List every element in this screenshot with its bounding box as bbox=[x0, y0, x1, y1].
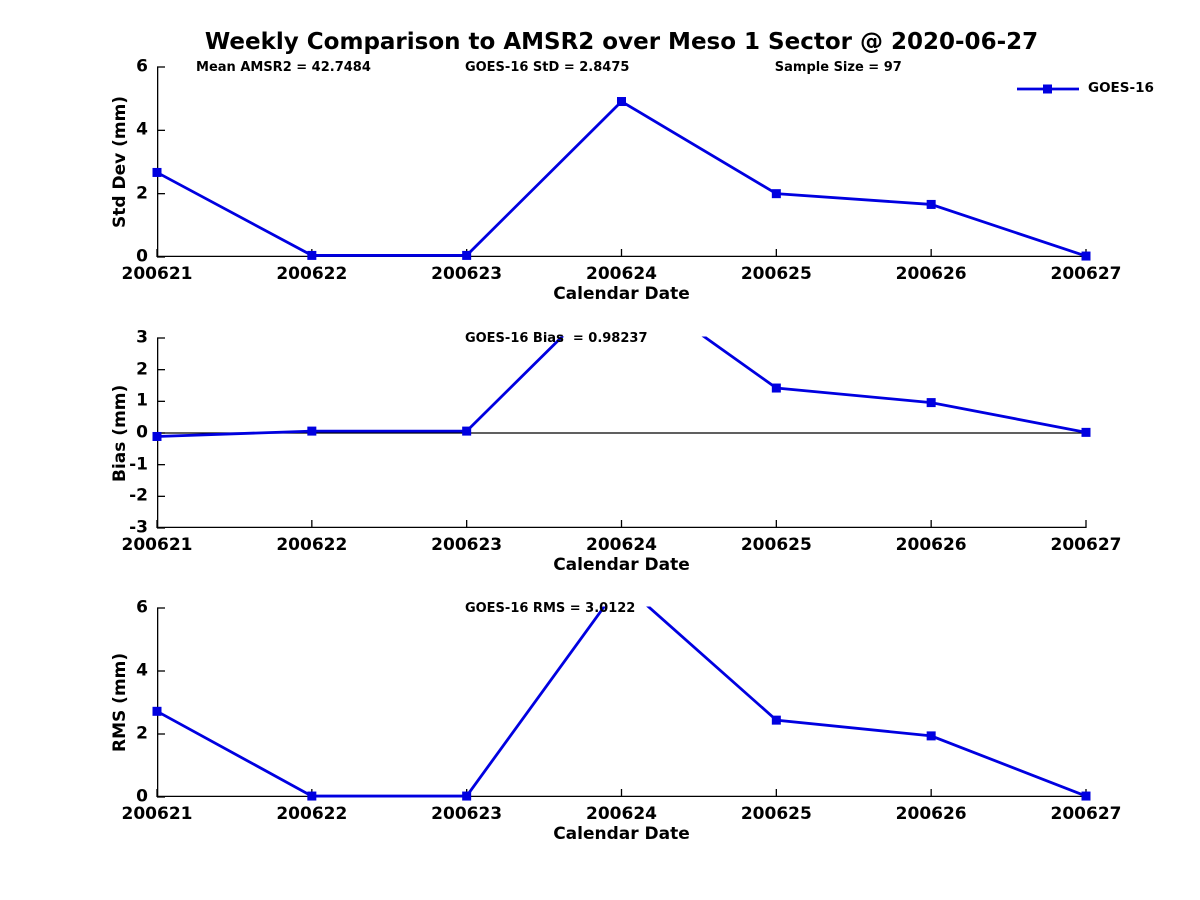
data-point-marker bbox=[152, 706, 162, 716]
x-tick-label: 200627 bbox=[1050, 535, 1122, 555]
x-tick-label: 200627 bbox=[1050, 264, 1122, 284]
x-tick-label: 200622 bbox=[276, 804, 348, 824]
data-point-marker bbox=[926, 398, 936, 408]
data-point-marker bbox=[462, 250, 472, 260]
y-tick-label: -1 bbox=[129, 454, 148, 475]
annotation-std-dev: Mean AMSR2 = 42.7484 bbox=[196, 60, 371, 75]
y-tick-label: 3 bbox=[136, 327, 148, 348]
x-tick-label: 200624 bbox=[586, 535, 657, 555]
x-tick-label: 200626 bbox=[895, 804, 967, 824]
data-point-marker bbox=[152, 431, 162, 441]
legend-label: GOES-16 bbox=[1088, 80, 1154, 96]
plot-area-std-dev bbox=[152, 66, 1091, 261]
figure-title: Weekly Comparison to AMSR2 over Meso 1 S… bbox=[204, 29, 1039, 55]
data-point-marker bbox=[617, 97, 626, 107]
data-point-marker bbox=[926, 731, 936, 741]
y-tick-label: 6 bbox=[136, 597, 148, 618]
x-tick-label: 200621 bbox=[121, 264, 193, 284]
y-tick-label: 0 bbox=[136, 422, 148, 443]
data-point-marker bbox=[1081, 427, 1091, 437]
x-tick-label: 200627 bbox=[1050, 804, 1122, 824]
data-point-marker bbox=[771, 383, 781, 393]
x-tick-label: 200622 bbox=[276, 535, 348, 555]
y-tick-label: 4 bbox=[136, 660, 148, 681]
data-point-marker bbox=[926, 199, 936, 209]
y-tick-label: 2 bbox=[136, 359, 148, 380]
x-tick-label: 200624 bbox=[586, 804, 657, 824]
x-tick-label: 200622 bbox=[276, 264, 348, 284]
y-tick-label: 4 bbox=[136, 119, 148, 140]
x-tick-label: 200625 bbox=[740, 804, 812, 824]
data-point-marker bbox=[462, 791, 472, 801]
data-point-marker bbox=[307, 426, 317, 436]
x-tick-label: 200626 bbox=[895, 264, 967, 284]
annotation-std-dev: Sample Size = 97 bbox=[774, 60, 902, 75]
y-tick-label: 0 bbox=[136, 246, 148, 267]
y-tick-label: 0 bbox=[136, 786, 148, 807]
legend-square-marker-icon bbox=[1043, 84, 1052, 93]
legend: GOES-16 bbox=[1016, 80, 1154, 96]
y-axis-title-std-dev: Std Dev (mm) bbox=[110, 95, 130, 229]
x-tick-label: 200621 bbox=[121, 804, 193, 824]
y-tick-label: 2 bbox=[136, 183, 148, 204]
y-tick-label: 1 bbox=[136, 390, 148, 411]
y-tick-label: -2 bbox=[129, 485, 148, 506]
y-tick-label: 2 bbox=[136, 723, 148, 744]
plot-area-bias bbox=[152, 336, 1091, 529]
x-tick-label: 200625 bbox=[740, 264, 812, 284]
x-axis-title: Calendar Date bbox=[553, 284, 690, 304]
y-tick-label: -3 bbox=[129, 517, 148, 538]
data-line-GOES-16 bbox=[156, 99, 1087, 258]
annotation-std-dev: GOES-16 StD = 2.8475 bbox=[464, 60, 630, 75]
x-tick-label: 200626 bbox=[895, 535, 967, 555]
annotation-rms: GOES-16 RMS = 3.0122 bbox=[464, 601, 636, 616]
y-axis-title-rms: RMS (mm) bbox=[110, 652, 130, 753]
data-point-marker bbox=[462, 426, 472, 436]
y-tick-label: 6 bbox=[136, 56, 148, 77]
data-point-marker bbox=[152, 167, 162, 177]
plot-area-rms bbox=[152, 606, 1091, 801]
legend-line-sample bbox=[1017, 84, 1079, 93]
x-tick-label: 200623 bbox=[431, 535, 503, 555]
x-tick-label: 200623 bbox=[431, 264, 503, 284]
annotation-bias: GOES-16 Bias = 0.98237 bbox=[464, 331, 648, 346]
data-point-marker bbox=[771, 715, 781, 725]
data-point-marker bbox=[307, 791, 317, 801]
x-tick-label: 200625 bbox=[740, 535, 812, 555]
data-point-marker bbox=[307, 250, 317, 260]
x-axis-title: Calendar Date bbox=[553, 555, 690, 575]
data-point-marker bbox=[1081, 251, 1091, 261]
data-point-marker bbox=[1081, 791, 1091, 801]
data-point-marker bbox=[771, 189, 781, 199]
x-tick-label: 200621 bbox=[121, 535, 193, 555]
x-tick-label: 200623 bbox=[431, 804, 503, 824]
x-tick-label: 200624 bbox=[586, 264, 657, 284]
x-axis-title: Calendar Date bbox=[553, 824, 690, 844]
